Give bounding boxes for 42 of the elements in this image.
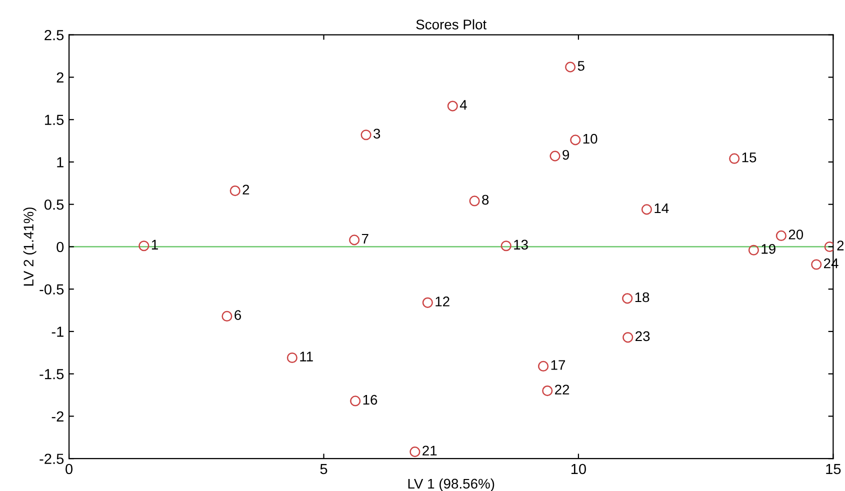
annotation: 16 — [363, 394, 378, 405]
annotation: 9 — [562, 150, 570, 160]
annotation: 19 — [762, 244, 776, 254]
x-tick-label: 0 — [66, 464, 73, 474]
annotation: 20 — [788, 230, 804, 240]
annotation: 15 — [742, 152, 756, 162]
annotation: 22 — [555, 384, 570, 394]
annotation: 17 — [551, 360, 566, 370]
x-axis-title: LV 1 (98.56%) — [408, 478, 494, 491]
annotation: 14 — [654, 203, 669, 214]
annotation: 8 — [482, 194, 489, 205]
x-tick-label: 5 — [320, 464, 328, 474]
annotation: 11 — [300, 352, 313, 362]
y-tick-label: 1 — [57, 157, 64, 168]
annotation: 18 — [635, 292, 650, 302]
annotation: 4 — [460, 100, 467, 110]
chart-title: Scores Plot — [416, 19, 487, 30]
annotation: 10 — [583, 134, 598, 144]
x-tick-label: 15 — [826, 464, 841, 474]
annotation: 5 — [578, 61, 584, 71]
annotation: 12 — [436, 296, 450, 306]
annotation: 1 — [152, 240, 158, 250]
annotation: 21 — [422, 446, 437, 456]
annotation: 3 — [374, 128, 380, 139]
annotation: 13 — [514, 240, 528, 250]
annotation: 7 — [362, 234, 368, 244]
y-tick-label: -2 — [52, 411, 64, 422]
y-tick-label: 2.5 — [44, 30, 64, 40]
annotation: 23 — [636, 331, 650, 342]
y-tick-label: 1.5 — [45, 114, 64, 126]
y-tick-label: 2 — [56, 72, 64, 83]
y-axis-title: LV 2 (1.41%) — [23, 208, 36, 286]
y-tick-label: -0.5 — [40, 284, 64, 295]
annotation: 2 — [837, 240, 844, 250]
y-tick-label: -1 — [52, 326, 64, 337]
y-tick-label: 0.5 — [44, 199, 64, 210]
annotation: 2 — [242, 184, 250, 194]
annotation: 6 — [234, 310, 242, 320]
y-tick-label: 0 — [56, 242, 64, 252]
y-tick-label: -2.5 — [40, 454, 64, 464]
y-tick-label: -1.5 — [40, 369, 64, 380]
x-tick-label: 10 — [571, 464, 586, 474]
